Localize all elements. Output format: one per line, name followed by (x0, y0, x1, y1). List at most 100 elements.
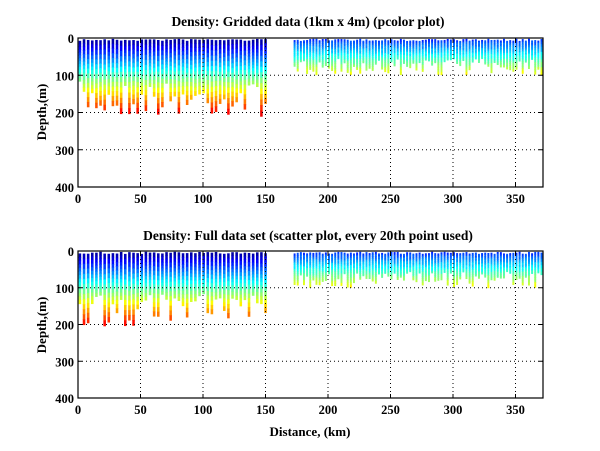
scatter-point-column (99, 251, 102, 256)
pcolor-cell (144, 69, 148, 76)
pcolor-cell (509, 52, 512, 56)
scatter-point-column (161, 279, 164, 284)
pcolor-cell (509, 63, 512, 66)
scatter-point-column (412, 253, 415, 257)
pcolor-cell (506, 60, 509, 64)
scatter-point-column (264, 261, 267, 267)
scatter-point-column (443, 270, 446, 273)
scatter-point-column (202, 264, 205, 269)
scatter-point-column (181, 253, 185, 258)
scatter-point-column (381, 259, 384, 263)
pcolor-cell (218, 80, 222, 86)
pcolor-cell (218, 89, 222, 95)
pcolor-cell (194, 91, 197, 96)
scatter-point-column (231, 265, 234, 270)
scatter-point-column (399, 263, 402, 266)
scatter-point-column (481, 267, 484, 270)
pcolor-cell (468, 59, 471, 62)
scatter-point-column (484, 264, 487, 268)
scatter-point-column (324, 260, 327, 263)
pcolor-cell (521, 61, 524, 65)
scatter-point-column (128, 315, 131, 321)
pcolor-cell (251, 71, 255, 75)
scatter-point-column (459, 258, 462, 262)
pcolor-cell (528, 47, 530, 50)
scatter-point-column (111, 292, 115, 298)
pcolor-cell (418, 50, 421, 53)
scatter-point-column (349, 282, 352, 286)
pcolor-cell (503, 62, 505, 66)
scatter-point-column (318, 263, 321, 267)
scatter-point-column (210, 261, 214, 267)
pcolor-cell (496, 57, 499, 60)
pcolor-cell (337, 51, 340, 54)
pcolor-cell (396, 49, 399, 52)
pcolor-cell (481, 43, 484, 46)
scatter-point-column (509, 271, 512, 274)
pcolor-cell (449, 56, 452, 59)
pcolor-cell (169, 87, 172, 93)
pcolor-cell (393, 58, 396, 61)
scatter-point-column (496, 262, 499, 266)
scatter-point-column (459, 262, 462, 265)
pcolor-cell (434, 54, 437, 57)
scatter-point-column (95, 271, 98, 276)
pcolor-cell (202, 55, 205, 60)
scatter-point-column (487, 267, 490, 271)
scatter-point-column (368, 253, 371, 256)
pcolor-cell (456, 48, 459, 51)
scatter-point-column (446, 278, 449, 281)
pcolor-cell (124, 78, 127, 83)
pcolor-cell (95, 49, 98, 56)
pcolor-cell (431, 53, 434, 57)
scatter-point-column (490, 275, 493, 279)
scatter-point-column (161, 282, 164, 287)
scatter-point-column (337, 269, 340, 272)
pcolor-cell (406, 46, 409, 49)
pcolor-cell (506, 54, 509, 58)
pcolor-cell (353, 57, 355, 60)
pcolor-cell (374, 62, 377, 65)
scatter-point-column (346, 279, 349, 283)
pcolor-cell (309, 39, 312, 42)
pcolor-cell (312, 50, 315, 54)
scatter-point-column (95, 255, 98, 260)
pcolor-cell (99, 58, 102, 64)
scatter-point-column (251, 289, 255, 293)
scatter-point-column (157, 307, 160, 313)
scatter-point-column (264, 308, 267, 314)
pcolor-cell (293, 49, 296, 52)
scatter-point-column (227, 280, 230, 287)
pcolor-cell (337, 55, 340, 58)
pcolor-cell (440, 40, 443, 44)
scatter-point-column (368, 276, 371, 279)
scatter-point-column (521, 282, 524, 286)
scatter-point-column (437, 268, 440, 272)
scatter-point-column (315, 277, 318, 281)
pcolor-cell (524, 43, 527, 46)
scatter-point-column (91, 299, 94, 305)
scatter-point-column (119, 289, 123, 294)
pcolor-cell (437, 52, 440, 56)
scatter-point-column (328, 253, 330, 256)
scatter-point-column (484, 271, 487, 275)
scatter-point-column (309, 274, 312, 278)
pcolor-cell (349, 69, 352, 73)
pcolor-cell (368, 66, 371, 69)
scatter-point-column (296, 261, 299, 265)
pcolor-cell (343, 55, 346, 59)
scatter-point-column (210, 291, 214, 297)
scatter-point-column (169, 281, 172, 288)
scatter-point-column (518, 261, 521, 264)
scatter-point-column (481, 263, 484, 266)
scatter-point-column (396, 263, 399, 267)
pcolor-cell (456, 60, 459, 63)
pcolor-cell (227, 98, 230, 105)
scatter-point-column (165, 292, 168, 297)
pcolor-cell (446, 58, 449, 61)
scatter-point-column (465, 252, 468, 255)
pcolor-cell (521, 56, 524, 60)
scatter-point-column (356, 270, 359, 273)
scatter-point-column (340, 259, 343, 263)
pcolor-cell (474, 49, 477, 52)
